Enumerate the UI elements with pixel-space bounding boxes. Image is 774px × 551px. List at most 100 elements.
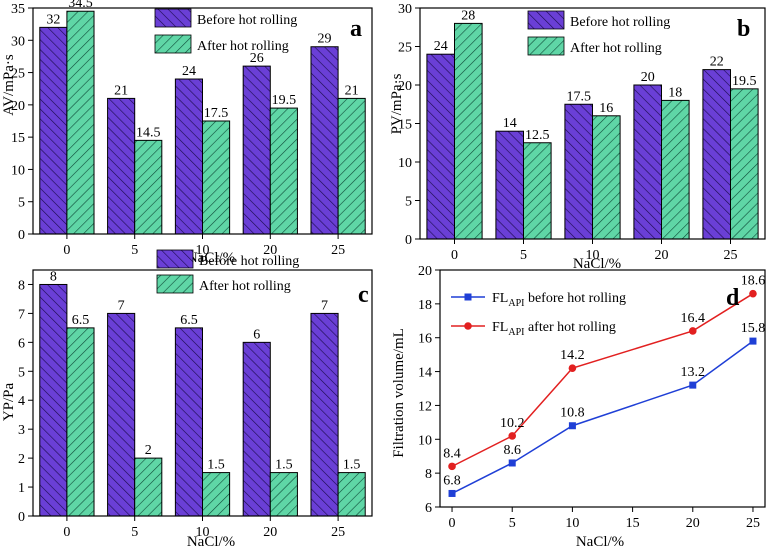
panel-d-point-after bbox=[568, 364, 577, 372]
panel-d-xlabel: NaCl/% bbox=[576, 534, 624, 550]
panel-c-label-after: 2 bbox=[145, 443, 152, 458]
panel-c-ytick-label: 6 bbox=[18, 336, 25, 351]
panel-a-bar-before bbox=[107, 97, 136, 235]
panel-a-ytick-label: 10 bbox=[11, 163, 25, 178]
panel-c-ytick-label: 0 bbox=[18, 510, 25, 525]
panel-c-bar-before bbox=[39, 283, 68, 517]
panel-b-ylabel: PV/mPa·s bbox=[389, 73, 405, 134]
panel-a-bar-after bbox=[134, 139, 163, 235]
panel-b-label-before: 14 bbox=[503, 116, 517, 131]
panel-b-ytick-label: 30 bbox=[398, 2, 412, 17]
panel-a-ytick-label: 30 bbox=[11, 34, 25, 49]
panel-d-label-after: 10.2 bbox=[500, 416, 525, 431]
legend-swatch-after bbox=[156, 274, 194, 294]
panel-d-xtick-label: 10 bbox=[565, 516, 579, 531]
panel-a-xtick-label: 0 bbox=[63, 243, 70, 258]
panel-c-ytick-label: 3 bbox=[18, 423, 25, 438]
panel-d-label-before: 15.8 bbox=[741, 321, 766, 336]
legend-label-fl-before: FLAPI before hot rolling bbox=[492, 291, 626, 309]
legend-swatch-after bbox=[527, 36, 565, 56]
panel-a-bar-before bbox=[310, 46, 339, 235]
panel-a-label-before: 24 bbox=[182, 64, 196, 79]
panel-a-ytick-label: 15 bbox=[11, 131, 25, 146]
panel-b-bar-before bbox=[633, 84, 663, 240]
panel-a-bar-before bbox=[39, 26, 68, 235]
panel-a-ytick-label: 5 bbox=[18, 196, 25, 211]
panel-d-point-after bbox=[688, 327, 697, 335]
panel-c-ytick-label: 2 bbox=[18, 452, 25, 467]
panel-b-ytick-label: 10 bbox=[398, 156, 412, 171]
panel-c-xtick-label: 20 bbox=[263, 525, 277, 540]
panel-c-xtick-label: 25 bbox=[331, 525, 345, 540]
panel-d-point-before bbox=[448, 489, 456, 497]
panel-d-ytick-label: 18 bbox=[418, 298, 432, 313]
panel-d-ytick-label: 6 bbox=[425, 501, 432, 516]
panel-a-ytick-label: 0 bbox=[18, 228, 25, 243]
legend-label-before: Before hot rolling bbox=[199, 254, 299, 269]
panel-a-xlabel: NaCl/% bbox=[187, 250, 235, 266]
panel-d-label-after: 16.4 bbox=[681, 311, 706, 326]
panel-d-point-before bbox=[689, 381, 697, 389]
panel-a-label-after: 17.5 bbox=[204, 106, 229, 121]
panel-c-label-before: 8 bbox=[50, 269, 57, 284]
panel-a-label-before: 29 bbox=[318, 32, 332, 47]
panel-d-ytick-label: 20 bbox=[418, 264, 432, 279]
panel-d-xtick-label: 25 bbox=[746, 516, 760, 531]
panel-b-label-before: 17.5 bbox=[566, 89, 591, 104]
legend-label-after: After hot rolling bbox=[197, 39, 289, 54]
panel-c-bar-before bbox=[107, 312, 136, 517]
panel-b-bar-after bbox=[454, 22, 483, 240]
panel-b-bar-before bbox=[702, 69, 732, 240]
panel-c-ytick-label: 1 bbox=[18, 481, 25, 496]
panel-d-label-before: 8.6 bbox=[503, 443, 521, 458]
panel-a-label-after: 14.5 bbox=[136, 125, 161, 140]
legend-label-after: After hot rolling bbox=[199, 279, 291, 294]
panel-b-bar-after bbox=[730, 88, 759, 240]
panel-b-label-before: 22 bbox=[710, 55, 724, 70]
panel-d-point-before bbox=[568, 422, 576, 430]
legend-swatch-before bbox=[154, 8, 192, 28]
panel-c-ytick-label: 4 bbox=[18, 394, 25, 409]
panel-c-bar-after bbox=[269, 472, 298, 517]
panel-b-ytick-label: 20 bbox=[398, 79, 412, 94]
panel-a-bar-before bbox=[174, 78, 204, 235]
panel-c-bar-after bbox=[66, 327, 95, 517]
panel-c-label-after: 1.5 bbox=[343, 458, 361, 473]
panel-d-point-before bbox=[749, 337, 757, 345]
panel-b-legend: Before hot rolling After hot rolling bbox=[527, 10, 670, 56]
panel-b-label-before: 24 bbox=[434, 39, 448, 54]
panel-b-bar-after bbox=[523, 142, 552, 240]
legend-marker-after bbox=[464, 322, 472, 330]
panel-c-bar-before bbox=[174, 327, 204, 517]
panel-d-xtick-label: 15 bbox=[626, 516, 640, 531]
panel-d-label-after: 14.2 bbox=[560, 348, 585, 363]
panel-a-ytick-label: 20 bbox=[11, 99, 25, 114]
panel-d-ytick-label: 16 bbox=[418, 332, 432, 347]
panel-d-legend: FLAPI before hot rolling FLAPI after hot… bbox=[451, 291, 626, 338]
panel-c-ytick-label: 8 bbox=[18, 278, 25, 293]
panel-c-label-before: 7 bbox=[118, 298, 125, 313]
panel-c-label-after: 6.5 bbox=[72, 313, 90, 328]
panel-a-xtick-label: 20 bbox=[263, 243, 277, 258]
panel-a-label-before: 21 bbox=[114, 83, 128, 98]
panel-a-bar-before bbox=[242, 65, 271, 235]
panel-d-letter: d bbox=[726, 285, 740, 311]
panel-b-bar-before bbox=[426, 53, 455, 240]
panel-b-ytick-label: 25 bbox=[398, 41, 412, 56]
panel-a-bar-after bbox=[202, 120, 231, 235]
panel-d-point-after bbox=[749, 289, 757, 298]
panel-c-bar-after bbox=[337, 472, 366, 517]
panel-b-letter: b bbox=[737, 16, 750, 42]
panel-a-ytick-label: 35 bbox=[11, 2, 25, 17]
panel-b-bar-after bbox=[661, 99, 690, 240]
panel-b-chart: 24 28 14 12.5 17.5 16 20 18 22 19.5 0 5 10 15 20 25 30 0 5… bbox=[389, 2, 766, 272]
panel-a-legend: Before hot rolling After hot rolling bbox=[154, 8, 297, 54]
panel-d-label-before: 13.2 bbox=[681, 365, 706, 380]
panel-b-label-after: 12.5 bbox=[525, 128, 550, 143]
panel-c-letter: c bbox=[358, 282, 369, 308]
panel-d-line-before bbox=[451, 340, 754, 495]
panel-d-ytick-label: 8 bbox=[425, 467, 432, 482]
panel-b-bar-after bbox=[592, 115, 621, 240]
